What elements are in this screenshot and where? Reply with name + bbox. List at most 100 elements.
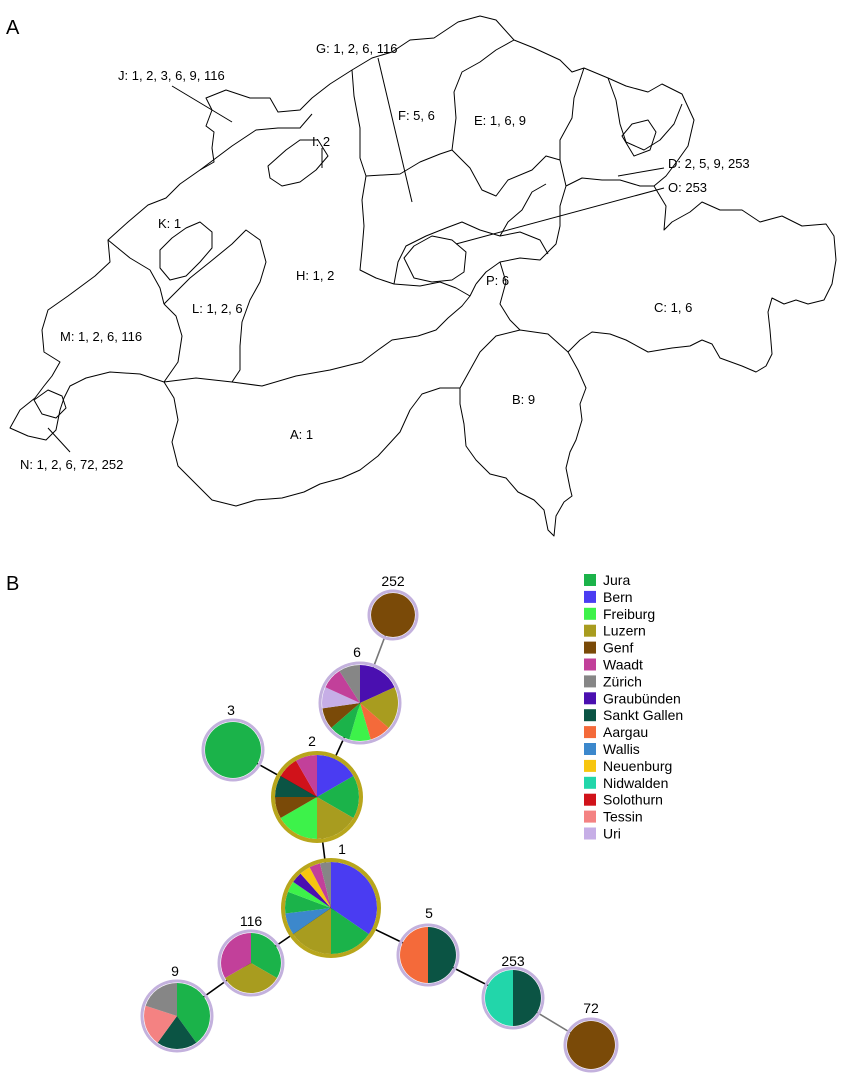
node-1: 1 — [281, 841, 381, 958]
slice-3-jura — [205, 722, 261, 778]
panel-a-letter: A — [6, 17, 20, 39]
border-tessin — [459, 329, 569, 389]
slice-2-genf — [275, 797, 317, 818]
node-5: 5 — [396, 905, 460, 987]
border-luzern — [393, 183, 547, 285]
switzerland-map — [9, 15, 837, 537]
legend-swatch-sankt-gallen — [584, 709, 596, 722]
region-label-b: B: 9 — [512, 392, 535, 407]
node-label-6: 6 — [353, 644, 361, 660]
border-genf — [33, 389, 67, 419]
region-label-l: L: 1, 2, 6 — [192, 301, 243, 316]
slice-1-jura — [331, 908, 369, 954]
slice-116-jura — [251, 933, 282, 978]
legend-label-graubünden: Graubünden — [603, 690, 681, 706]
slice-1-waadt — [309, 863, 331, 908]
legend-label-jura: Jura — [603, 572, 630, 588]
node-ring-253 — [481, 966, 545, 1030]
border-lake-luzern — [403, 235, 467, 283]
region-label-c: C: 1, 6 — [654, 300, 692, 315]
legend-label-tessin: Tessin — [603, 809, 643, 825]
region-label-m: M: 1, 2, 6, 116 — [60, 329, 142, 344]
slice-2-freiburg — [280, 797, 317, 839]
border-neuchatel-lake — [159, 221, 213, 281]
legend-label-luzern: Luzern — [603, 623, 646, 639]
slice-9-sankt-gallen — [157, 1016, 197, 1049]
slice-1-graubünden — [293, 873, 331, 908]
legend-label-uri: Uri — [603, 826, 621, 842]
slice-2-luzern — [317, 797, 354, 839]
legend-swatch-luzern — [584, 624, 596, 637]
legend-swatch-tessin — [584, 810, 596, 823]
slice-1-luzern — [293, 908, 331, 954]
node-label-72: 72 — [583, 1000, 599, 1016]
node-ring-2 — [271, 751, 363, 843]
leader-n — [47, 427, 71, 453]
slice-252-genf — [371, 593, 415, 637]
region-label-g: G: 1, 2, 6, 116 — [316, 41, 397, 56]
slice-116-waadt — [220, 933, 251, 978]
legend-label-waadt: Waadt — [603, 657, 643, 673]
border-freiburg — [163, 229, 267, 383]
leader-j — [171, 85, 233, 123]
node-253: 253 — [481, 953, 545, 1030]
legend-label-freiburg: Freiburg — [603, 606, 655, 622]
slice-1-zürich — [319, 862, 331, 908]
legend-swatch-uri — [584, 827, 596, 840]
region-label-a: A: 1 — [290, 427, 313, 442]
border-uri — [499, 231, 549, 255]
node-label-2: 2 — [308, 733, 316, 749]
slice-6-waadt — [325, 671, 360, 703]
legend-swatch-jura — [584, 574, 596, 586]
border-thurgau — [607, 77, 683, 151]
border-jura-ne — [107, 239, 165, 305]
slice-5-sankt-gallen — [428, 927, 456, 983]
node-ring-6 — [318, 661, 402, 745]
legend-label-nidwalden: Nidwalden — [603, 775, 668, 791]
slice-9-zürich — [145, 983, 177, 1016]
region-label-f: F: 5, 6 — [398, 108, 435, 123]
slice-1-neuenburg — [300, 867, 331, 908]
region-label-i: I: 2 — [312, 134, 330, 149]
slice-1-freiburg — [287, 881, 331, 908]
legend-swatch-solothurn — [584, 793, 596, 806]
slice-1-jura — [285, 891, 331, 914]
node-ring-252 — [367, 589, 419, 641]
border-sg-west — [559, 67, 585, 187]
legend-swatch-freiburg — [584, 607, 596, 620]
slice-2-waadt — [296, 755, 317, 797]
node-label-9: 9 — [171, 963, 179, 979]
legend-swatch-wallis — [584, 743, 596, 755]
node-ring-1 — [281, 858, 381, 958]
region-label-e: E: 1, 6, 9 — [474, 113, 526, 128]
border-appenzell — [621, 119, 657, 157]
slice-72-genf — [567, 1021, 615, 1069]
region-label-h: H: 1, 2 — [296, 268, 334, 283]
legend-swatch-zürich — [584, 675, 596, 688]
legend-label-solothurn: Solothurn — [603, 792, 663, 808]
legend: JuraBernFreiburgLuzernGenfWaadtZürichGra… — [584, 572, 683, 842]
node-ring-9 — [140, 979, 214, 1053]
legend-label-neuenburg: Neuenburg — [603, 758, 672, 774]
country-outline — [9, 15, 837, 537]
region-label-k: K: 1 — [158, 216, 181, 231]
slice-9-jura — [177, 983, 210, 1043]
legend-swatch-genf — [584, 641, 596, 654]
legend-label-genf: Genf — [603, 640, 633, 656]
legend-swatch-aargau — [584, 726, 596, 739]
leader-d — [617, 167, 665, 177]
slice-2-sankt-gallen — [275, 776, 317, 797]
node-label-116: 116 — [240, 913, 263, 929]
map-labels: A: 1 B: 9 C: 1, 6 D: 2, 5, 9, 253 E: 1, … — [20, 41, 750, 472]
node-label-5: 5 — [425, 905, 433, 921]
node-label-3: 3 — [227, 702, 235, 718]
slice-2-solothurn — [280, 760, 317, 797]
region-label-o: O: 253 — [668, 180, 707, 195]
slice-6-genf — [322, 703, 360, 728]
legend-label-zürich: Zürich — [603, 673, 642, 689]
legend-swatch-graubünden — [584, 692, 596, 705]
slice-6-jura — [331, 703, 360, 740]
legend-swatch-neuenburg — [584, 759, 596, 772]
slice-9-tessin — [143, 1005, 177, 1043]
slice-6-luzern — [360, 687, 399, 728]
